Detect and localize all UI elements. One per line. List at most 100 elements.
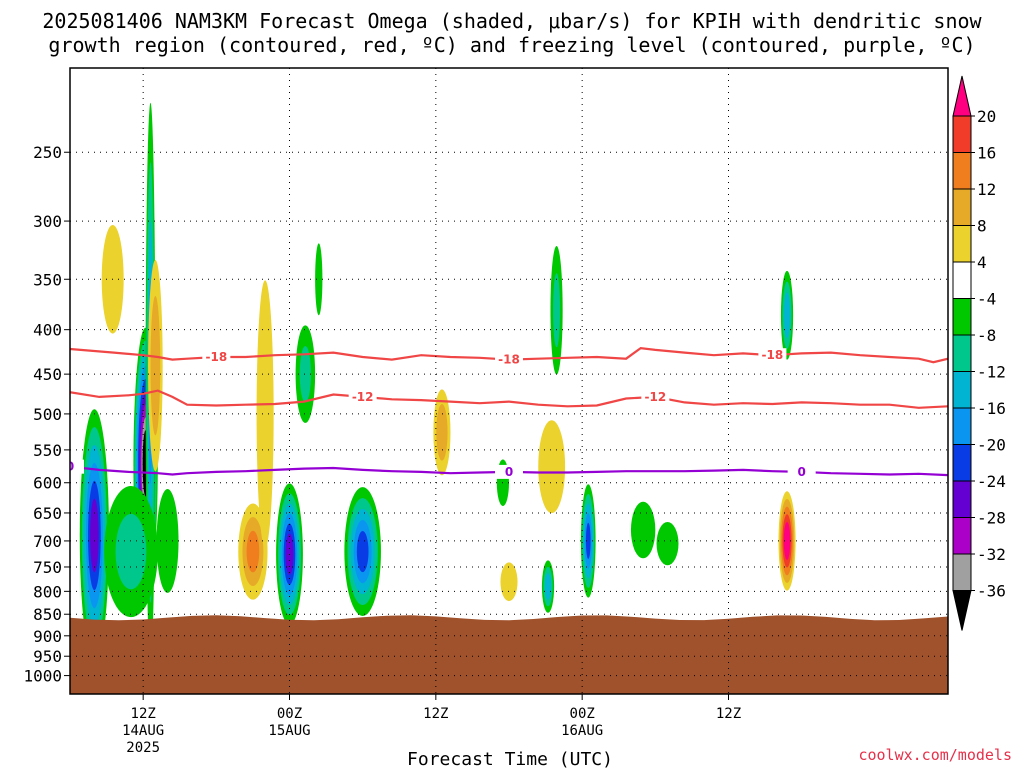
- omega-shade: [656, 522, 679, 566]
- credit-text: coolwx.com/models: [858, 746, 1012, 764]
- colorbar-label: -32: [977, 545, 1006, 564]
- y-tick-label: 400: [33, 321, 62, 340]
- omega-feature: [630, 501, 656, 559]
- colorbar-top-arrow: [952, 75, 972, 117]
- omega-shade: [315, 243, 323, 316]
- omega-shade: [436, 404, 448, 461]
- x-axis-label: Forecast Time (UTC): [407, 749, 613, 768]
- colorbar-segment: [952, 261, 972, 299]
- colorbar: 20 16 12 8 4 -4 -8 -12 -16 -20 -24 -28 -32 -36: [952, 75, 1006, 631]
- x-tick-label: 12Z: [716, 706, 741, 722]
- y-tick-label: 650: [33, 504, 62, 523]
- x-tick-date: 16AUG: [561, 723, 603, 739]
- plot-frame: [69, 67, 949, 695]
- omega-shade: [356, 530, 369, 573]
- omega-feature: [656, 522, 679, 566]
- contour-label: -18: [498, 353, 520, 367]
- colorbar-label: -36: [977, 582, 1006, 601]
- y-tick-label: 950: [33, 647, 62, 666]
- x-tick-label: 12Z: [423, 706, 448, 722]
- y-tick-label: 600: [33, 474, 62, 493]
- plot-area: -18 -18 -18 -12 -12 0 0 0: [66, 68, 948, 694]
- omega-shade: [90, 498, 99, 573]
- omega-feature: [79, 409, 110, 662]
- omega-shade: [783, 292, 791, 339]
- omega-feature: [780, 270, 794, 360]
- colorbar-label: -4: [977, 290, 996, 309]
- omega-feature: [344, 487, 381, 616]
- omega-feature: [104, 486, 158, 618]
- omega-feature: [295, 325, 316, 423]
- y-tick-label: 1000: [23, 667, 62, 686]
- grid-lines: [70, 68, 948, 694]
- colorbar-segment: [952, 444, 972, 482]
- contour-label-bg: [495, 464, 523, 479]
- contour-layer: -18 -18 -18 -12 -12 0 0 0: [66, 346, 948, 479]
- omega-shade: [500, 562, 518, 602]
- omega-shade: [246, 530, 260, 573]
- omega-shade: [299, 346, 311, 403]
- omega-feature: [156, 489, 179, 593]
- omega-feature: [315, 243, 323, 316]
- colorbar-segment: [952, 115, 972, 153]
- y-tick-label: 500: [33, 405, 62, 424]
- contour-label: 0: [66, 460, 74, 474]
- contour-label-bg: [641, 389, 670, 404]
- omega-feature: [256, 280, 274, 548]
- contour-label: -18: [205, 350, 227, 364]
- x-tick-date: 14AUG: [122, 723, 164, 739]
- omega-feature: [148, 260, 163, 472]
- y-tick-label: 700: [33, 532, 62, 551]
- contour-line: [70, 389, 948, 409]
- omega-shade: [256, 280, 274, 548]
- omega-feature: [778, 491, 796, 591]
- x-tick-date: 15AUG: [268, 723, 310, 739]
- omega-shade: [783, 521, 791, 560]
- omega-shade: [630, 501, 656, 559]
- colorbar-segment: [952, 188, 972, 226]
- y-tick-label: 750: [33, 558, 62, 577]
- omega-shade: [150, 295, 161, 436]
- pressure-axis: 250 300 350 400 450 500 550 600 650 700 750 800 850 9…: [23, 143, 70, 686]
- contour-label: -12: [644, 390, 666, 404]
- colorbar-bottom-arrow: [952, 590, 972, 631]
- colorbar-segment: [952, 334, 972, 372]
- omega-feature: [541, 560, 555, 613]
- omega-feature: [580, 484, 596, 598]
- contour-label: -18: [762, 348, 784, 362]
- contour-label-bg: [70, 459, 84, 474]
- contour-label: 0: [505, 465, 513, 479]
- chart-title-line-1: 2025081406 NAM3KM Forecast Omega (shaded…: [42, 9, 982, 33]
- terrain-fill: [70, 615, 948, 694]
- colorbar-segment: [952, 225, 972, 263]
- omega-feature: [550, 245, 563, 375]
- contour-label: 0: [797, 465, 805, 479]
- colorbar-label: 4: [977, 253, 987, 272]
- x-tick-label: 00Z: [277, 706, 302, 722]
- colorbar-label: 20: [977, 107, 996, 126]
- colorbar-label: -24: [977, 472, 1006, 491]
- omega-shade: [538, 420, 566, 514]
- contour-line: [70, 346, 948, 364]
- omega-shade: [544, 573, 552, 601]
- colorbar-segment: [952, 152, 972, 190]
- y-tick-label: 300: [33, 212, 62, 231]
- contour-label-bg: [787, 464, 816, 479]
- colorbar-label: -8: [977, 326, 996, 345]
- x-tick-year: 2025: [126, 740, 160, 756]
- y-tick-label: 800: [33, 582, 62, 601]
- y-tick-label: 850: [33, 605, 62, 624]
- colorbar-segment: [952, 371, 972, 409]
- colorbar-label: -16: [977, 399, 1006, 418]
- colorbar-segment: [952, 298, 972, 336]
- y-tick-label: 900: [33, 627, 62, 646]
- omega-shade: [115, 513, 147, 590]
- omega-feature: [238, 503, 268, 600]
- colorbar-label: -28: [977, 509, 1006, 528]
- omega-feature: [500, 562, 518, 602]
- y-tick-label: 550: [33, 441, 62, 460]
- omega-shade: [585, 522, 591, 560]
- colorbar-label: -20: [977, 436, 1006, 455]
- contour-label-bg: [495, 352, 523, 367]
